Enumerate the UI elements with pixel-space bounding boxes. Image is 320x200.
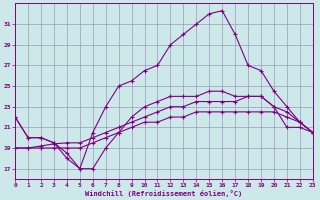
- X-axis label: Windchill (Refroidissement éolien,°C): Windchill (Refroidissement éolien,°C): [85, 190, 243, 197]
